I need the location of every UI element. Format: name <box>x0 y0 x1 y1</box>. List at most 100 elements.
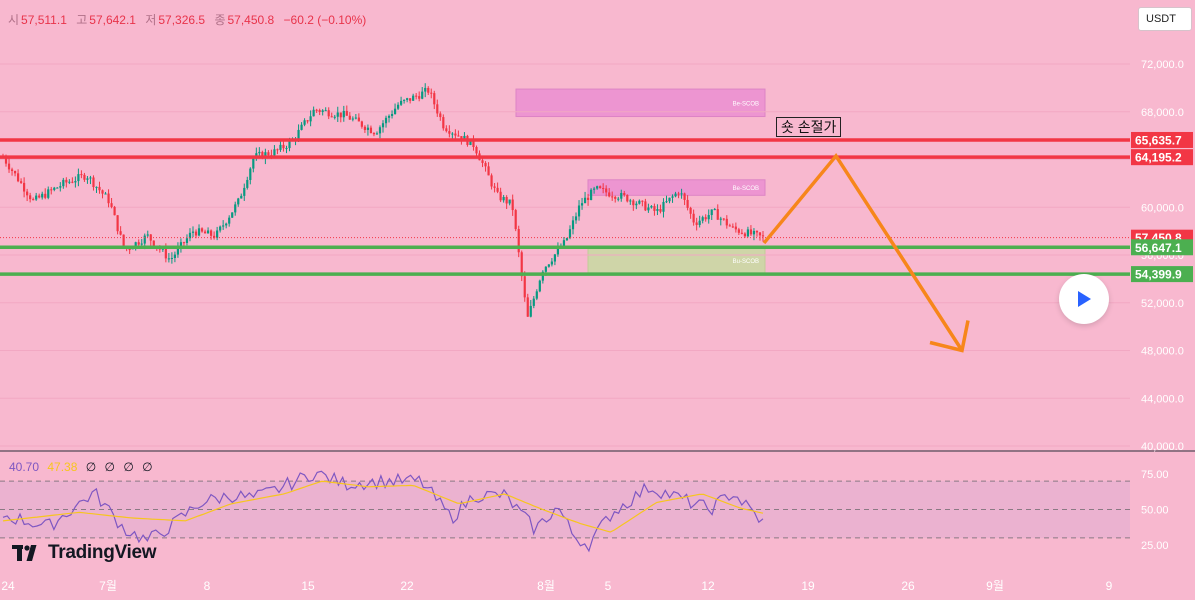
time-tick: 12 <box>701 579 715 593</box>
candle-up <box>303 120 306 125</box>
candle-down <box>415 95 418 97</box>
candle-down <box>101 190 104 194</box>
candle-down <box>29 195 32 200</box>
candle-up <box>62 179 65 187</box>
candle-down <box>92 177 95 188</box>
time-tick: 26 <box>901 579 915 593</box>
candle-down <box>369 127 373 134</box>
candle-down <box>430 92 433 94</box>
indicator-legend: 40.70 47.38 ∅ ∅ ∅ ∅ <box>9 460 158 474</box>
low-label: 저 <box>145 13 157 27</box>
candle-down <box>614 196 617 199</box>
candle-down <box>487 166 490 176</box>
candle-down <box>692 213 695 223</box>
candle-up <box>580 203 584 206</box>
price-tick: 60,000.0 <box>1141 202 1184 214</box>
candle-up <box>707 215 710 220</box>
candle-down <box>490 175 493 187</box>
candle-up <box>662 201 665 212</box>
candle-down <box>152 240 155 247</box>
price-tick: 40,000.0 <box>1141 441 1184 453</box>
candle-down <box>357 117 360 122</box>
candle-down <box>409 98 412 101</box>
candle-up <box>297 129 300 140</box>
candle-up <box>701 217 704 221</box>
price-tick: 72,000.0 <box>1141 59 1184 71</box>
candle-up <box>638 200 641 204</box>
candle-up <box>547 264 550 267</box>
candle-up <box>167 258 170 260</box>
candle-up <box>541 271 544 281</box>
candle-down <box>731 226 734 228</box>
candle-up <box>553 254 557 262</box>
time-tick: 9월 <box>986 579 1004 593</box>
candle-up <box>53 187 56 190</box>
candle-up <box>384 117 388 124</box>
candle-up <box>300 124 303 130</box>
candle-down <box>44 193 47 198</box>
annotation-label[interactable]: 숏 손절가 <box>776 117 842 137</box>
time-tick: 9 <box>1106 579 1113 593</box>
time-tick: 22 <box>400 579 414 593</box>
candle-down <box>496 187 499 192</box>
candle-up <box>170 258 173 260</box>
candle-down <box>734 226 737 230</box>
change-value: −60.2 (−0.10%) <box>283 13 367 27</box>
time-tick: 8월 <box>537 579 555 593</box>
candle-down <box>65 179 68 183</box>
price-label-bg <box>1131 149 1193 166</box>
price-label: 56,647.1 <box>1135 241 1182 255</box>
candle-up <box>406 98 409 100</box>
candle-down <box>116 215 119 232</box>
candle-down <box>475 147 478 154</box>
candle-down <box>520 252 523 277</box>
price-label-bg <box>1131 239 1193 256</box>
candle-down <box>348 115 351 120</box>
candle-up <box>665 201 668 203</box>
candle-up <box>47 189 50 198</box>
candle-down <box>689 207 692 214</box>
candle-up <box>381 123 385 128</box>
candle-up <box>41 193 44 198</box>
projection-arrow <box>0 152 1195 452</box>
price-label-bg <box>1131 131 1193 148</box>
candle-up <box>351 118 354 120</box>
candle-down <box>119 231 122 235</box>
candle-up <box>535 291 538 299</box>
rsi-tick: 25.00 <box>1141 540 1169 552</box>
candle-up <box>568 229 572 239</box>
tradingview-logo[interactable]: TradingView <box>12 542 157 564</box>
candle-down <box>740 232 743 234</box>
candle-up <box>321 110 324 112</box>
candle-up <box>508 199 511 204</box>
projection-path <box>762 152 964 352</box>
candle-down <box>209 230 213 236</box>
candle-up <box>556 248 560 255</box>
candle-down <box>737 229 740 233</box>
candle-up <box>532 298 535 306</box>
candle-down <box>722 218 725 220</box>
candle-up <box>74 181 77 183</box>
currency-button[interactable]: USDT <box>1138 7 1192 31</box>
replay-button[interactable] <box>1059 274 1109 324</box>
bear-zone <box>515 88 766 118</box>
candle-up <box>620 192 623 199</box>
candle-up <box>544 266 547 272</box>
candle-down <box>164 248 167 259</box>
candle-up <box>529 305 532 317</box>
indicator-param: ∅ <box>142 460 153 474</box>
candle-up <box>577 205 581 217</box>
candle-up <box>68 181 71 183</box>
price-label-bg <box>1131 266 1193 283</box>
candle-up <box>583 197 587 204</box>
candle-down <box>586 197 590 200</box>
candle-down <box>517 229 520 253</box>
candle-down <box>743 233 747 237</box>
candle-down <box>644 201 647 211</box>
candle-down <box>436 104 439 114</box>
candle-down <box>457 135 460 137</box>
candle-down <box>505 196 508 204</box>
candle-down <box>194 231 198 236</box>
indicator-param: ∅ <box>85 460 97 474</box>
